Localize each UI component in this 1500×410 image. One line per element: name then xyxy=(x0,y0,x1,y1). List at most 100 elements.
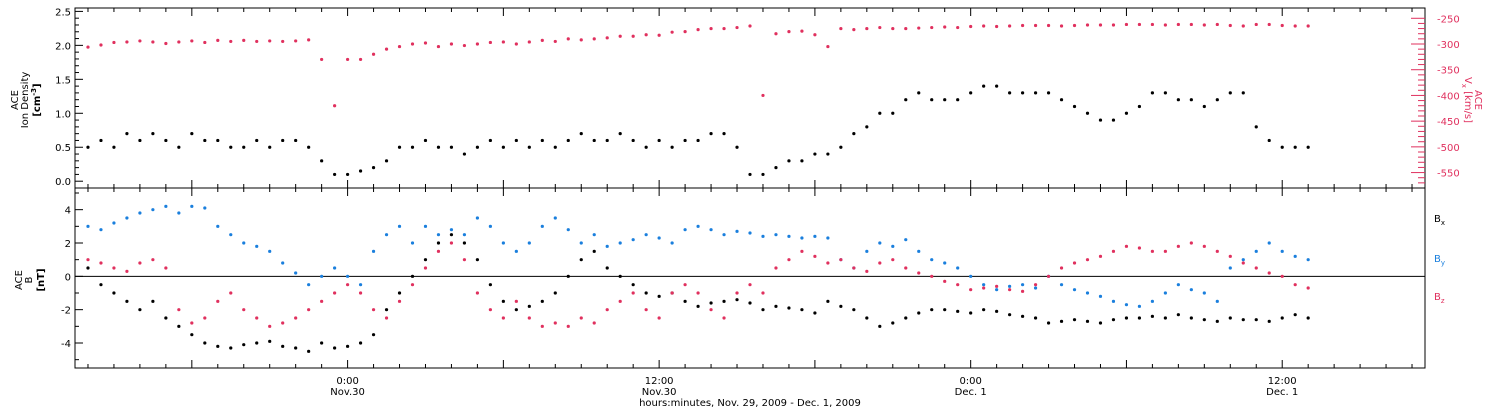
data-point-vx xyxy=(1046,23,1051,28)
data-point-ion-density xyxy=(800,159,804,163)
data-point-ion-density xyxy=(397,145,402,149)
data-point-vx xyxy=(177,40,181,44)
data-point-by xyxy=(1215,299,1219,303)
bottom-ytick-label: 4 xyxy=(65,206,71,217)
bottom-ylabel-line2: B xyxy=(24,276,35,283)
data-point-vx xyxy=(138,39,142,43)
data-point-by xyxy=(631,238,635,242)
data-point-ion-density xyxy=(475,145,480,149)
data-point-vx xyxy=(540,38,544,43)
data-point-by xyxy=(1254,249,1258,253)
data-point-by xyxy=(917,249,921,253)
data-point-bx xyxy=(813,311,817,315)
data-point-by xyxy=(1241,258,1245,262)
data-point-ion-density xyxy=(709,132,713,136)
data-point-bz xyxy=(878,261,882,265)
data-point-bx xyxy=(566,274,570,278)
data-point-ion-density xyxy=(566,138,570,143)
data-point-vx xyxy=(566,37,570,41)
data-point-by xyxy=(1033,286,1038,290)
data-point-vx xyxy=(1306,24,1310,28)
data-point-vx xyxy=(943,25,947,29)
data-point-ion-density xyxy=(488,138,492,143)
data-point-ion-density xyxy=(1215,98,1219,102)
data-point-bz xyxy=(423,266,428,270)
data-point-bz xyxy=(891,258,895,262)
bottom-ylabel-line1: ACE xyxy=(14,270,25,290)
data-point-ion-density xyxy=(1150,91,1155,95)
data-point-bx xyxy=(1228,316,1232,320)
data-point-by xyxy=(774,233,778,237)
data-point-bx xyxy=(216,344,220,348)
data-point-bx xyxy=(242,343,246,347)
data-point-by xyxy=(1072,288,1077,292)
data-point-vx xyxy=(878,25,882,30)
data-point-by xyxy=(1176,283,1180,287)
data-point-bx xyxy=(618,274,622,278)
data-point-ion-density xyxy=(787,159,791,163)
data-point-ion-density xyxy=(852,132,856,136)
data-point-bx xyxy=(1306,316,1310,320)
data-point-bx xyxy=(943,308,947,312)
data-point-bz xyxy=(1020,289,1025,293)
data-point-bz xyxy=(112,266,116,270)
top-right-ytick-label: -450 xyxy=(1437,117,1460,128)
data-point-bx xyxy=(294,346,298,350)
data-point-ion-density xyxy=(735,145,739,149)
data-point-by xyxy=(1085,291,1090,295)
data-point-vx xyxy=(644,33,648,37)
data-point-bx xyxy=(1176,313,1180,317)
data-point-bx xyxy=(501,299,505,303)
data-point-ion-density xyxy=(982,84,986,88)
data-point-by xyxy=(294,271,298,275)
x-tick-label-date: Nov.30 xyxy=(642,387,677,398)
data-point-bx xyxy=(696,304,700,308)
data-point-by xyxy=(1059,283,1064,287)
data-point-bz xyxy=(995,284,999,288)
data-point-by xyxy=(813,234,817,238)
data-point-bx xyxy=(683,299,687,303)
data-point-bx xyxy=(1124,316,1129,320)
data-point-vx xyxy=(514,42,518,46)
data-point-bz xyxy=(722,316,726,320)
data-point-by xyxy=(397,224,402,228)
data-point-ion-density xyxy=(138,138,142,143)
data-point-vx xyxy=(345,57,350,62)
data-point-vx xyxy=(1033,23,1038,28)
data-point-bz xyxy=(1072,261,1077,265)
data-point-vx xyxy=(320,57,324,62)
data-point-ion-density xyxy=(995,84,999,88)
data-point-bx xyxy=(371,333,376,337)
data-point-bz xyxy=(514,299,518,303)
data-point-bx xyxy=(514,308,518,312)
data-point-vx xyxy=(813,33,817,37)
top-right-ytick-label: -350 xyxy=(1437,66,1460,77)
data-point-vx xyxy=(631,34,635,38)
data-point-bx xyxy=(229,346,233,350)
data-point-bx xyxy=(787,306,791,310)
data-point-ion-density xyxy=(320,159,324,163)
data-point-bx xyxy=(605,266,609,270)
data-point-vx xyxy=(164,41,168,46)
data-point-bz xyxy=(1111,249,1116,253)
data-point-vx xyxy=(800,29,804,33)
data-point-bz xyxy=(1059,266,1064,270)
data-point-bx xyxy=(255,341,259,345)
data-point-vx xyxy=(852,28,856,32)
data-point-bz xyxy=(384,316,389,320)
data-point-by xyxy=(436,233,441,237)
data-point-bz xyxy=(1098,254,1103,258)
data-point-ion-density xyxy=(1280,145,1284,149)
data-point-bx xyxy=(1280,316,1284,320)
data-point-bx xyxy=(579,258,583,262)
data-point-bz xyxy=(449,241,454,245)
data-point-bx xyxy=(320,341,324,345)
data-point-by xyxy=(1163,291,1167,295)
data-point-ion-density xyxy=(99,138,103,143)
data-point-by xyxy=(138,211,142,215)
data-point-vx xyxy=(748,24,752,28)
data-point-ion-density xyxy=(229,145,233,149)
top-left-ytick-label: 2.5 xyxy=(55,7,71,18)
data-point-ion-density xyxy=(722,132,726,136)
top-left-ytick-label: 1.5 xyxy=(55,75,71,86)
